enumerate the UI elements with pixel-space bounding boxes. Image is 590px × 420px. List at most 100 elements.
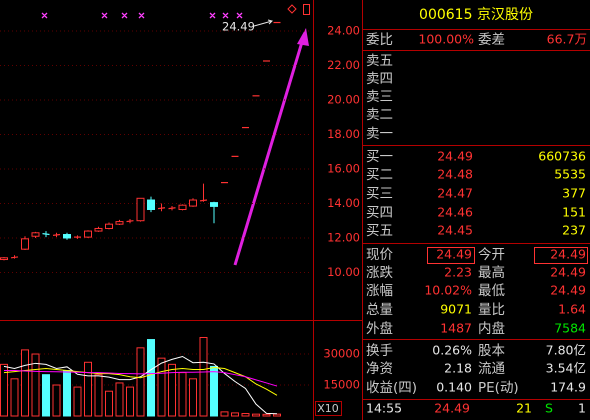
ask-label: 卖五 <box>366 53 393 69</box>
bid-label: 买四 <box>366 205 393 221</box>
annotation-arrow <box>253 19 273 27</box>
signal-markers <box>41 12 243 19</box>
value: 66.7万 <box>547 32 587 47</box>
quote-label: 今开 <box>478 247 505 263</box>
candle-body <box>52 233 61 236</box>
y-tick-label: 20.00 <box>327 92 360 106</box>
volume-unit: X10 <box>317 402 339 415</box>
candle-body <box>210 202 218 207</box>
candle-body <box>84 230 92 238</box>
y-tick-label: 10.00 <box>327 265 360 279</box>
volume-bar <box>199 336 208 417</box>
volume-bar <box>84 361 92 417</box>
candle-body <box>115 221 124 225</box>
quote-value: 1.64 <box>558 302 586 317</box>
trend-arrow <box>233 41 304 266</box>
volume-bar <box>168 363 176 417</box>
volume-bar <box>63 370 71 417</box>
quote-label: 涨跌 <box>366 265 393 281</box>
fundamental-value: 2.18 <box>444 361 472 376</box>
volume-bar <box>189 378 197 417</box>
fundamental-label: 净资 <box>366 361 393 377</box>
volume-bar <box>136 347 145 417</box>
fundamental-value: 174.9 <box>550 380 586 395</box>
quote-value: 9071 <box>440 302 472 317</box>
quote-label: 现价 <box>366 247 393 263</box>
candle-body <box>126 220 134 223</box>
ask-label: 卖一 <box>366 126 393 142</box>
ask-label: 卖四 <box>366 71 393 87</box>
volume-bar <box>210 365 218 417</box>
diamond-icon[interactable] <box>287 4 297 14</box>
volume-ma-line <box>4 370 278 387</box>
quote-label: 外盘 <box>366 320 393 337</box>
volume-ma-line <box>3 366 278 396</box>
volume-bar <box>252 413 260 417</box>
ask-label: 卖二 <box>366 107 393 123</box>
volume-bar <box>94 374 103 417</box>
volume-bar <box>73 386 82 417</box>
candle-body <box>157 207 166 210</box>
volume-bar <box>273 413 281 417</box>
quote-label: 最低 <box>478 283 505 299</box>
quote-value: 24.49 <box>550 265 586 280</box>
bid-price: 24.47 <box>437 186 473 201</box>
bid-price: 24.49 <box>437 149 473 164</box>
value: 100.00% <box>418 32 474 47</box>
y-tick-label: 12.00 <box>327 230 360 244</box>
candle-body <box>94 227 103 232</box>
fundamental-label: 收益(四) <box>366 380 417 396</box>
bid-volume: 237 <box>562 223 586 238</box>
value-box <box>427 247 475 264</box>
y-tick-label: 16.00 <box>327 161 360 175</box>
volume-bar <box>178 372 187 417</box>
window-icon[interactable] <box>303 4 310 15</box>
candle-body <box>147 199 155 211</box>
volume-bar <box>262 413 271 417</box>
fundamental-value: 0.140 <box>436 380 472 395</box>
ask-label: 卖三 <box>366 89 393 105</box>
volume-bar <box>220 411 229 417</box>
y-tick-label: 30000 <box>323 347 360 361</box>
bid-label: 买五 <box>366 223 393 239</box>
volume-bar <box>31 353 40 417</box>
candle-body <box>31 232 40 237</box>
bid-label: 买三 <box>366 186 393 202</box>
tick-time: 14:55 <box>366 401 402 416</box>
volume-bar <box>115 382 124 417</box>
candle-body <box>136 197 145 222</box>
quote-value: 10.02% <box>424 283 472 298</box>
value-box <box>534 247 588 264</box>
volume-bar <box>126 386 134 417</box>
tick-side: S <box>545 401 553 416</box>
quote-label: 内盘 <box>478 320 505 337</box>
candle-body <box>199 199 208 202</box>
volume-bar <box>52 384 61 417</box>
candle-body <box>21 238 29 250</box>
volume-bar <box>241 413 250 417</box>
candle-body <box>178 204 187 211</box>
bid-volume: 151 <box>562 205 586 220</box>
quote-value: 24.49 <box>436 247 472 262</box>
volume-bar <box>105 390 113 417</box>
bid-volume: 5535 <box>554 167 586 182</box>
candle-body <box>63 234 71 239</box>
stock-title: 000615 京汉股份 <box>419 7 533 23</box>
y-tick-label: 18.00 <box>327 127 360 141</box>
y-tick-label: 22.00 <box>327 58 360 72</box>
quote-value: 2.23 <box>444 265 472 280</box>
bid-volume: 660736 <box>538 149 586 164</box>
volume-bar <box>10 378 19 417</box>
tick-volume: 21 <box>516 401 532 416</box>
y-tick-label: 24.00 <box>327 23 360 37</box>
quote-label: 量比 <box>478 302 505 318</box>
y-tick-label: 15000 <box>323 378 360 392</box>
candle-body <box>168 207 176 210</box>
y-tick-label: 14.00 <box>327 196 360 210</box>
candle-body <box>189 199 197 207</box>
volume-ma-line <box>3 355 278 415</box>
bid-label: 买二 <box>366 167 393 183</box>
bid-price: 24.48 <box>437 167 473 182</box>
